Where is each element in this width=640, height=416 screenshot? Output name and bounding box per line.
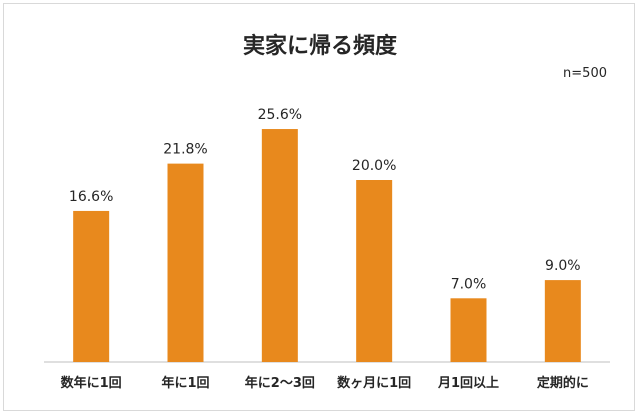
x-tick-label: 定期的に (536, 375, 589, 391)
chart-title: 実家に帰る頻度 (242, 34, 397, 59)
sample-size-note: n=500 (563, 66, 607, 81)
bar (167, 163, 204, 362)
data-label: 7.0% (451, 276, 487, 292)
x-tick-label: 年に2～3回 (245, 375, 315, 391)
bar (73, 210, 110, 362)
x-tick-label: 数ヶ月に1回 (337, 375, 411, 391)
data-label: 16.6% (69, 189, 113, 205)
data-label: 25.6% (258, 107, 302, 123)
bar (261, 129, 298, 362)
data-label: 21.8% (163, 142, 207, 158)
x-tick-label: 数年に1回 (61, 375, 122, 391)
x-tick-label: 月1回以上 (437, 376, 499, 391)
x-tick-label: 年に1回 (161, 375, 209, 391)
bar (450, 298, 487, 362)
bar (544, 280, 581, 362)
bar (356, 180, 393, 362)
data-label: 9.0% (545, 258, 581, 274)
data-label: 20.0% (352, 158, 396, 174)
chart-frame (3, 3, 635, 411)
